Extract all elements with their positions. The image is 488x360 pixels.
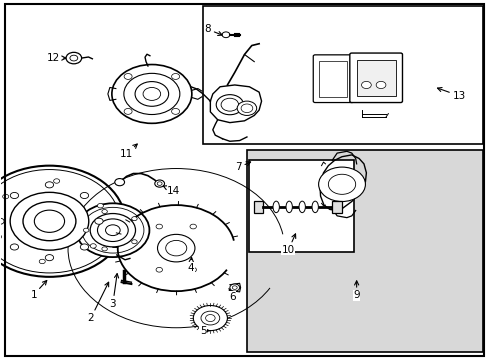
- Circle shape: [97, 219, 128, 242]
- Circle shape: [10, 192, 89, 250]
- Text: 6: 6: [228, 288, 235, 302]
- Circle shape: [80, 193, 88, 199]
- Text: 5: 5: [199, 325, 209, 336]
- Bar: [356, 60, 395, 96]
- Bar: [249, 160, 353, 252]
- Circle shape: [83, 228, 89, 232]
- Circle shape: [165, 240, 186, 256]
- Circle shape: [54, 179, 60, 183]
- Circle shape: [90, 213, 135, 247]
- Text: 7: 7: [235, 162, 250, 172]
- Circle shape: [97, 203, 103, 208]
- Circle shape: [76, 203, 149, 257]
- Text: 14: 14: [163, 186, 180, 196]
- Circle shape: [2, 194, 9, 199]
- Circle shape: [156, 224, 162, 229]
- Circle shape: [190, 267, 196, 272]
- Circle shape: [45, 255, 54, 261]
- Circle shape: [124, 108, 132, 114]
- Text: 10: 10: [281, 234, 295, 255]
- Text: 11: 11: [120, 144, 137, 159]
- Circle shape: [131, 217, 137, 221]
- Circle shape: [190, 224, 196, 229]
- Text: 13: 13: [437, 87, 465, 101]
- Circle shape: [0, 166, 125, 277]
- Circle shape: [0, 218, 4, 224]
- Circle shape: [95, 218, 103, 224]
- Circle shape: [102, 210, 107, 213]
- Circle shape: [0, 235, 1, 239]
- Text: 8: 8: [204, 24, 222, 36]
- Circle shape: [155, 180, 164, 187]
- Bar: [331, 201, 341, 213]
- Circle shape: [102, 247, 107, 251]
- Circle shape: [229, 284, 239, 291]
- Ellipse shape: [299, 201, 305, 213]
- Circle shape: [237, 101, 256, 116]
- Text: 2: 2: [87, 282, 108, 323]
- Circle shape: [105, 225, 120, 235]
- Circle shape: [135, 82, 168, 106]
- Bar: [203, 6, 483, 144]
- FancyBboxPatch shape: [349, 53, 402, 103]
- Circle shape: [80, 244, 88, 250]
- Circle shape: [112, 64, 191, 123]
- Circle shape: [361, 81, 370, 89]
- Text: 3: 3: [109, 274, 119, 309]
- Circle shape: [115, 179, 124, 186]
- Ellipse shape: [272, 201, 279, 213]
- Circle shape: [90, 244, 96, 248]
- Circle shape: [205, 315, 215, 321]
- Circle shape: [156, 267, 162, 272]
- Text: 4: 4: [187, 257, 194, 273]
- Circle shape: [23, 202, 76, 241]
- Text: 1: 1: [30, 280, 47, 300]
- Circle shape: [201, 311, 219, 325]
- Circle shape: [193, 306, 227, 330]
- Circle shape: [375, 81, 385, 89]
- FancyBboxPatch shape: [313, 55, 353, 103]
- Bar: [254, 201, 263, 213]
- Bar: [246, 149, 483, 352]
- Circle shape: [34, 210, 64, 232]
- Circle shape: [216, 95, 243, 115]
- Bar: [319, 61, 346, 97]
- Ellipse shape: [311, 201, 318, 213]
- Circle shape: [10, 193, 19, 199]
- Circle shape: [66, 52, 81, 64]
- Text: 12: 12: [47, 53, 66, 63]
- Circle shape: [157, 234, 195, 262]
- Circle shape: [232, 286, 237, 289]
- Circle shape: [45, 182, 54, 188]
- Circle shape: [171, 108, 179, 114]
- Ellipse shape: [285, 201, 292, 213]
- Circle shape: [171, 73, 179, 80]
- Circle shape: [131, 240, 137, 244]
- Circle shape: [318, 167, 365, 202]
- Circle shape: [10, 244, 19, 250]
- Circle shape: [39, 259, 45, 264]
- Text: 9: 9: [353, 281, 359, 301]
- Circle shape: [124, 73, 132, 80]
